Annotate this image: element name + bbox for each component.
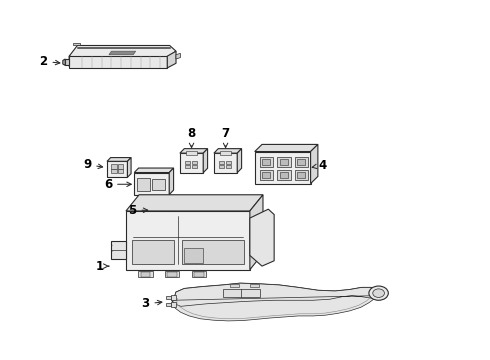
- Text: 4: 4: [312, 158, 327, 172]
- Polygon shape: [214, 149, 242, 153]
- Text: 2: 2: [39, 55, 60, 68]
- Polygon shape: [171, 302, 175, 307]
- Polygon shape: [69, 45, 176, 57]
- Bar: [155, 207, 167, 213]
- Bar: [185, 165, 190, 168]
- Bar: [277, 157, 291, 167]
- Text: 5: 5: [128, 204, 148, 217]
- Polygon shape: [250, 209, 274, 266]
- Text: 7: 7: [221, 127, 230, 148]
- Polygon shape: [132, 240, 174, 264]
- Bar: [226, 161, 231, 163]
- Polygon shape: [182, 240, 244, 264]
- Polygon shape: [152, 200, 173, 203]
- Bar: [167, 272, 177, 277]
- Polygon shape: [177, 286, 371, 305]
- Bar: [263, 159, 270, 165]
- Text: 1: 1: [95, 260, 109, 273]
- Text: 9: 9: [83, 158, 102, 171]
- Bar: [192, 165, 197, 168]
- Polygon shape: [109, 51, 136, 55]
- Polygon shape: [237, 149, 242, 173]
- Polygon shape: [230, 284, 239, 288]
- Polygon shape: [250, 284, 259, 288]
- Bar: [186, 151, 197, 154]
- Polygon shape: [171, 295, 175, 300]
- Polygon shape: [147, 195, 157, 198]
- Bar: [280, 159, 288, 165]
- Polygon shape: [134, 172, 169, 195]
- Circle shape: [369, 286, 388, 300]
- Polygon shape: [63, 59, 65, 66]
- Bar: [226, 165, 231, 168]
- Bar: [297, 159, 305, 165]
- Polygon shape: [250, 195, 263, 270]
- Bar: [294, 157, 308, 167]
- Polygon shape: [170, 200, 173, 217]
- Polygon shape: [126, 195, 263, 211]
- Polygon shape: [127, 158, 131, 177]
- Polygon shape: [172, 283, 376, 306]
- Polygon shape: [184, 248, 203, 262]
- Bar: [260, 157, 273, 167]
- Polygon shape: [134, 168, 173, 172]
- Bar: [118, 169, 123, 173]
- Bar: [138, 271, 153, 278]
- Bar: [192, 161, 197, 163]
- Bar: [137, 179, 150, 190]
- Bar: [111, 169, 117, 173]
- Bar: [260, 170, 273, 180]
- Bar: [280, 172, 288, 178]
- Polygon shape: [166, 296, 171, 299]
- Polygon shape: [172, 283, 376, 321]
- Bar: [219, 161, 224, 163]
- Polygon shape: [73, 43, 80, 45]
- Polygon shape: [214, 153, 237, 173]
- Bar: [192, 271, 206, 278]
- Polygon shape: [69, 56, 75, 67]
- Bar: [263, 172, 270, 178]
- Bar: [185, 161, 190, 163]
- Polygon shape: [180, 149, 208, 153]
- Polygon shape: [255, 152, 311, 184]
- Bar: [297, 172, 305, 178]
- Polygon shape: [180, 153, 203, 173]
- Bar: [118, 165, 123, 168]
- Polygon shape: [107, 161, 127, 177]
- Polygon shape: [111, 241, 126, 259]
- Bar: [277, 170, 291, 180]
- Bar: [141, 272, 150, 277]
- Polygon shape: [166, 303, 171, 306]
- Bar: [219, 165, 224, 168]
- Bar: [194, 272, 204, 277]
- Text: 6: 6: [104, 178, 131, 191]
- Bar: [220, 151, 231, 154]
- Polygon shape: [169, 168, 173, 195]
- Bar: [111, 165, 117, 168]
- Bar: [165, 271, 179, 278]
- Text: 8: 8: [188, 127, 196, 148]
- Polygon shape: [176, 53, 180, 59]
- Bar: [152, 179, 165, 190]
- Polygon shape: [69, 56, 167, 68]
- Circle shape: [373, 289, 385, 297]
- Polygon shape: [223, 288, 260, 297]
- Polygon shape: [311, 144, 318, 184]
- Bar: [294, 170, 308, 180]
- Polygon shape: [255, 144, 318, 152]
- Polygon shape: [65, 59, 69, 66]
- Polygon shape: [107, 158, 131, 161]
- Polygon shape: [152, 203, 170, 217]
- Polygon shape: [126, 211, 250, 270]
- Polygon shape: [167, 51, 176, 68]
- Text: 3: 3: [141, 297, 162, 310]
- Polygon shape: [203, 149, 208, 173]
